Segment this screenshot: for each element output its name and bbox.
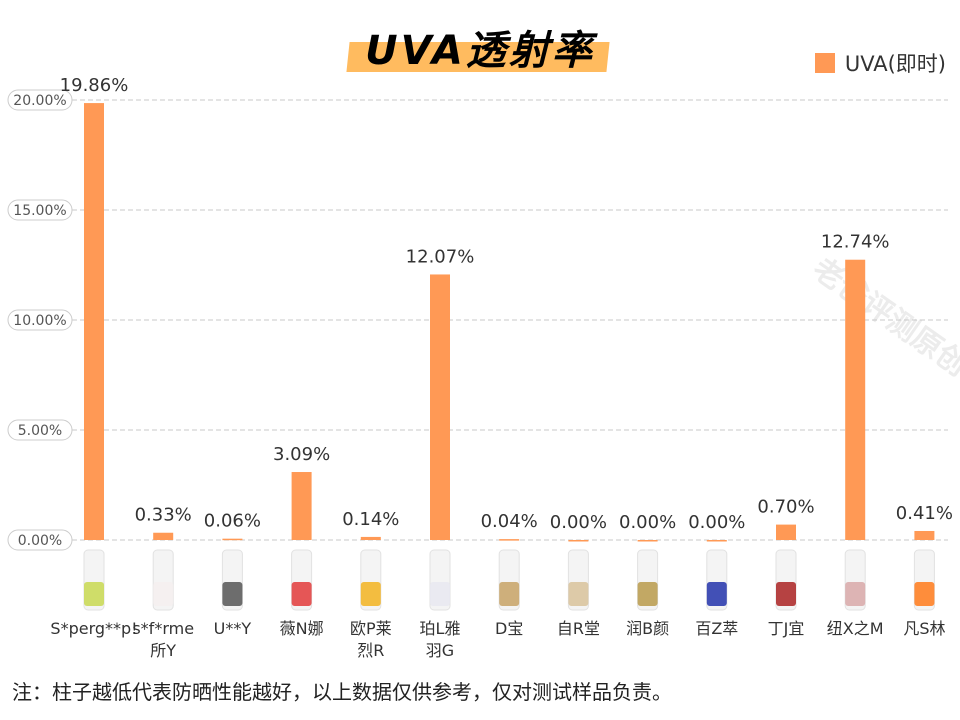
product-image-accent <box>914 582 935 606</box>
product-image-accent <box>776 582 796 606</box>
chart-title-text: UVA透射率 <box>365 28 595 74</box>
data-label: 12.07% <box>406 246 475 267</box>
y-tick-label: 5.00% <box>18 423 62 439</box>
bar <box>291 472 312 540</box>
data-label: 0.70% <box>757 497 814 518</box>
y-tick-box <box>7 199 73 221</box>
x-tick-label: U**Y <box>214 619 252 638</box>
data-label: 3.09% <box>273 444 330 465</box>
x-tick-label: 羽G <box>426 641 454 660</box>
legend: UVA(即时) <box>814 48 946 78</box>
bar <box>499 539 520 541</box>
bar-chart: 0.00% 5.00% 10.00% 15.00% 20.00%19.86% S*perg… <box>7 75 953 660</box>
bar <box>430 274 450 540</box>
footnote: 注：柱子越低代表防晒性能越好，以上数据仅供参考，仅对测试样品负责。 <box>12 680 672 704</box>
y-tick-box <box>7 89 73 111</box>
x-tick-label: 百Z萃 <box>695 619 738 638</box>
x-tick-label: s*f*rme <box>132 619 194 638</box>
data-label: 0.14% <box>342 509 399 530</box>
bar <box>153 532 174 540</box>
product-image-accent <box>360 582 381 606</box>
bar <box>914 530 935 540</box>
product-image-accent <box>291 582 312 606</box>
x-tick-label: D宝 <box>495 619 523 638</box>
x-tick-label: 珀L雅 <box>420 619 461 638</box>
x-tick-label: 自R堂 <box>557 619 600 638</box>
legend-swatch <box>814 53 835 73</box>
y-tick-label: 10.00% <box>13 313 66 329</box>
y-tick-label: 20.00% <box>13 93 66 109</box>
y-tick-box <box>7 419 73 441</box>
x-tick-label: 凡S林 <box>903 619 945 638</box>
data-label: 12.74% <box>821 232 890 253</box>
chart-title: UVA透射率 <box>340 14 620 74</box>
x-tick-label: S*perg**p! <box>50 619 137 638</box>
x-tick-label: 欧P莱 <box>350 619 392 638</box>
data-label: 0.41% <box>896 503 953 524</box>
bar <box>637 540 658 542</box>
legend-label: UVA(即时) <box>844 52 946 76</box>
product-image-accent <box>430 582 450 606</box>
x-tick-label: 纽X之M <box>827 619 884 638</box>
product-image-accent <box>222 582 243 606</box>
data-label: 0.00% <box>550 512 607 533</box>
product-image-accent <box>706 582 727 606</box>
bar <box>568 540 589 542</box>
product-image-accent <box>568 582 589 606</box>
product-image-accent <box>845 582 866 606</box>
bar <box>776 524 796 540</box>
bar <box>222 538 243 541</box>
bar <box>360 536 381 540</box>
y-tick-box <box>7 529 73 551</box>
product-image-accent <box>84 582 104 606</box>
x-tick-label: 烈R <box>357 641 384 660</box>
product-image-accent <box>153 582 174 606</box>
y-tick-box <box>7 309 73 331</box>
product-image-accent <box>499 582 520 606</box>
data-label: 0.00% <box>619 512 676 533</box>
y-tick-label: 15.00% <box>13 203 66 219</box>
bar <box>706 540 727 542</box>
data-label: 0.33% <box>135 505 192 526</box>
data-label: 19.86% <box>60 75 129 96</box>
x-tick-label: 薇N娜 <box>280 619 324 638</box>
y-tick-label: 0.00% <box>18 533 62 549</box>
data-label: 0.00% <box>688 512 745 533</box>
bar <box>84 103 104 540</box>
bar <box>845 259 866 540</box>
product-image-accent <box>637 582 658 606</box>
data-label: 0.06% <box>204 511 261 532</box>
x-tick-label: 丁J宜 <box>768 619 805 638</box>
x-tick-label: 润B颜 <box>626 619 669 638</box>
data-label: 0.04% <box>481 511 538 532</box>
x-tick-label: 所Y <box>150 641 176 660</box>
